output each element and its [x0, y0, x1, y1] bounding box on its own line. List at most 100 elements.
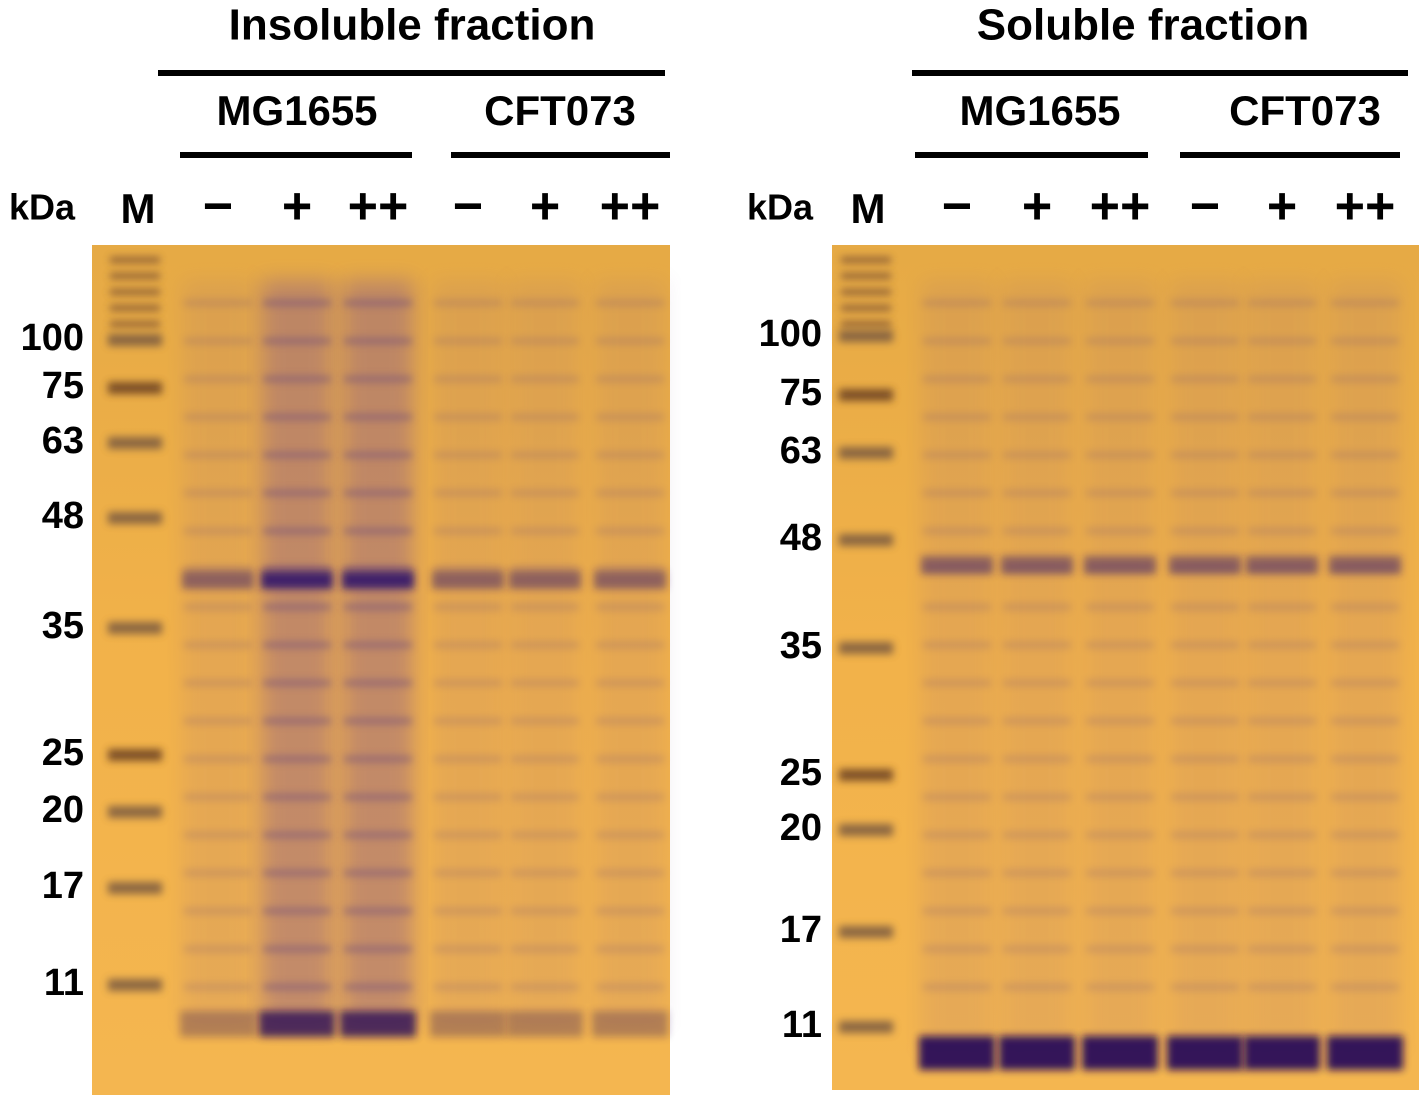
- marker-label: 17: [780, 909, 822, 951]
- band: [263, 376, 331, 382]
- band: [596, 680, 664, 686]
- main-band: [261, 571, 333, 589]
- band: [1086, 604, 1154, 610]
- ladder-band: [841, 321, 891, 327]
- band: [263, 870, 331, 876]
- band: [434, 376, 502, 382]
- band: [923, 832, 991, 838]
- ladder-band: [841, 289, 891, 295]
- band: [434, 566, 502, 572]
- band: [596, 376, 664, 382]
- band: [263, 338, 331, 344]
- marker-label: 48: [42, 495, 84, 537]
- band: [434, 452, 502, 458]
- band: [511, 946, 579, 952]
- ladder-band: [110, 257, 160, 263]
- band: [1331, 832, 1399, 838]
- ladder-band: [841, 305, 891, 311]
- band: [1171, 984, 1239, 990]
- marker-lane-label: M: [121, 185, 156, 232]
- band: [1086, 908, 1154, 914]
- band: [511, 794, 579, 800]
- ladder-band: [110, 289, 160, 295]
- band: [344, 566, 412, 572]
- band: [1171, 870, 1239, 876]
- band: [1171, 452, 1239, 458]
- band: [1086, 680, 1154, 686]
- band: [1171, 794, 1239, 800]
- marker-label: 75: [780, 372, 822, 414]
- band: [434, 642, 502, 648]
- ladder-band: [839, 769, 893, 781]
- marker-label: 63: [42, 420, 84, 462]
- band: [1331, 376, 1399, 382]
- band: [184, 908, 252, 914]
- band: [1003, 946, 1071, 952]
- band: [596, 642, 664, 648]
- band: [1331, 680, 1399, 686]
- ladder-band: [108, 882, 162, 894]
- band: [434, 490, 502, 496]
- band: [184, 680, 252, 686]
- band: [923, 794, 991, 800]
- band: [1003, 908, 1071, 914]
- panel-title: Insoluble fraction: [229, 1, 596, 50]
- band: [184, 642, 252, 648]
- band: [263, 832, 331, 838]
- band: [511, 908, 579, 914]
- band: [1171, 528, 1239, 534]
- band: [434, 984, 502, 990]
- band: [1086, 642, 1154, 648]
- band: [184, 832, 252, 838]
- band: [1003, 680, 1071, 686]
- lane-smear: [261, 280, 333, 1025]
- band: [511, 832, 579, 838]
- band: [184, 338, 252, 344]
- ladder-band: [839, 642, 893, 654]
- band: [923, 528, 991, 534]
- group-label: CFT073: [484, 87, 636, 134]
- main-band: [594, 571, 666, 589]
- band: [1248, 870, 1316, 876]
- main-band: [182, 571, 254, 589]
- marker-label: 20: [42, 789, 84, 831]
- band: [263, 490, 331, 496]
- band: [344, 528, 412, 534]
- ladder-band: [839, 1021, 893, 1033]
- band: [923, 946, 991, 952]
- lane-smear: [1001, 280, 1073, 1050]
- band: [1003, 528, 1071, 534]
- band: [1086, 528, 1154, 534]
- band: [1171, 908, 1239, 914]
- lane-label: ++: [600, 178, 661, 236]
- lane-label: ++: [1090, 178, 1151, 236]
- band: [184, 566, 252, 572]
- band: [1003, 832, 1071, 838]
- group-label: MG1655: [216, 87, 377, 134]
- band: [434, 718, 502, 724]
- band: [1248, 338, 1316, 344]
- band: [1248, 946, 1316, 952]
- band: [511, 490, 579, 496]
- band: [511, 376, 579, 382]
- bottom-band: [340, 1011, 416, 1037]
- band: [596, 528, 664, 534]
- band: [263, 642, 331, 648]
- band: [1331, 452, 1399, 458]
- band: [1248, 680, 1316, 686]
- band: [1003, 452, 1071, 458]
- band: [184, 528, 252, 534]
- band: [434, 794, 502, 800]
- band: [1086, 984, 1154, 990]
- ladder-band: [110, 305, 160, 311]
- bottom-band: [1082, 1036, 1158, 1070]
- ladder-band: [108, 979, 162, 991]
- band: [1003, 604, 1071, 610]
- band: [1248, 452, 1316, 458]
- band: [1248, 832, 1316, 838]
- main-band: [1169, 556, 1241, 574]
- band: [1171, 642, 1239, 648]
- main-band: [342, 571, 414, 589]
- band: [184, 604, 252, 610]
